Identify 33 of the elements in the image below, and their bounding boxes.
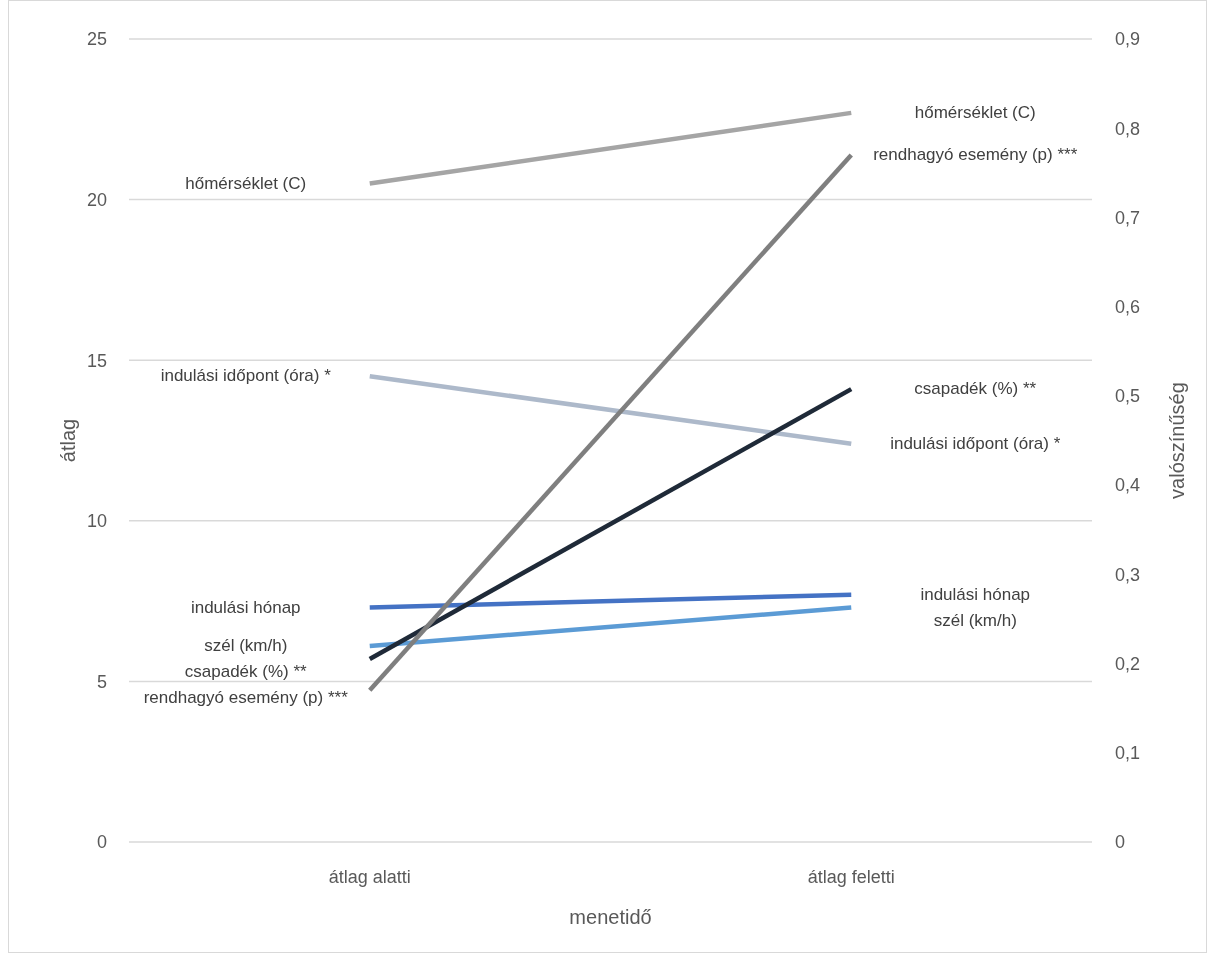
text: hőmérséklet (C)	[185, 173, 307, 193]
x-tick-label: átlag feletti	[807, 867, 895, 888]
y-tick-label: 15	[86, 350, 107, 371]
y-axis-title: átlag	[57, 418, 79, 463]
y2-tick-label: 0,5	[1115, 386, 1141, 407]
y2-tick-label: 0,1	[1115, 743, 1141, 764]
y2-tick-label: 0,2	[1115, 653, 1141, 674]
text: rendhagyó esemény (p) ***	[143, 688, 348, 708]
y2-tick-label: 0,3	[1115, 564, 1141, 585]
text: hőmérséklet (C)	[914, 103, 1036, 123]
x-axis-title: menetidő	[569, 906, 652, 928]
text: szél (km/h)	[204, 636, 288, 656]
y-tick-label: 10	[86, 511, 107, 532]
y2-tick-label: 0,6	[1115, 296, 1141, 317]
y2-tick-label: 0,8	[1115, 118, 1141, 139]
y2-axis-title: valószínűség	[1166, 382, 1188, 499]
y2-tick-label: 0	[1115, 832, 1126, 853]
y-tick-label: 25	[86, 29, 107, 50]
y-tick-label: 20	[86, 189, 107, 210]
y-tick-label: 5	[96, 671, 107, 692]
y-tick-label: 0	[96, 832, 107, 853]
text: csapadék (%) **	[914, 379, 1037, 399]
text: indulási időpont (óra) *	[160, 366, 332, 386]
text: csapadék (%) **	[184, 662, 307, 682]
y2-tick-label: 0,4	[1115, 475, 1141, 496]
text: indulási hónap	[190, 597, 301, 617]
y2-tick-label: 0,7	[1115, 207, 1141, 228]
x-tick-label: átlag alatti	[328, 867, 411, 888]
text: szél (km/h)	[933, 610, 1017, 630]
text: indulási hónap	[920, 584, 1031, 604]
series-label: rendhagyó esemény (p) ***	[873, 145, 1078, 165]
y2-tick-label: 0,9	[1115, 29, 1141, 50]
text: indulási időpont (óra) *	[890, 433, 1061, 453]
